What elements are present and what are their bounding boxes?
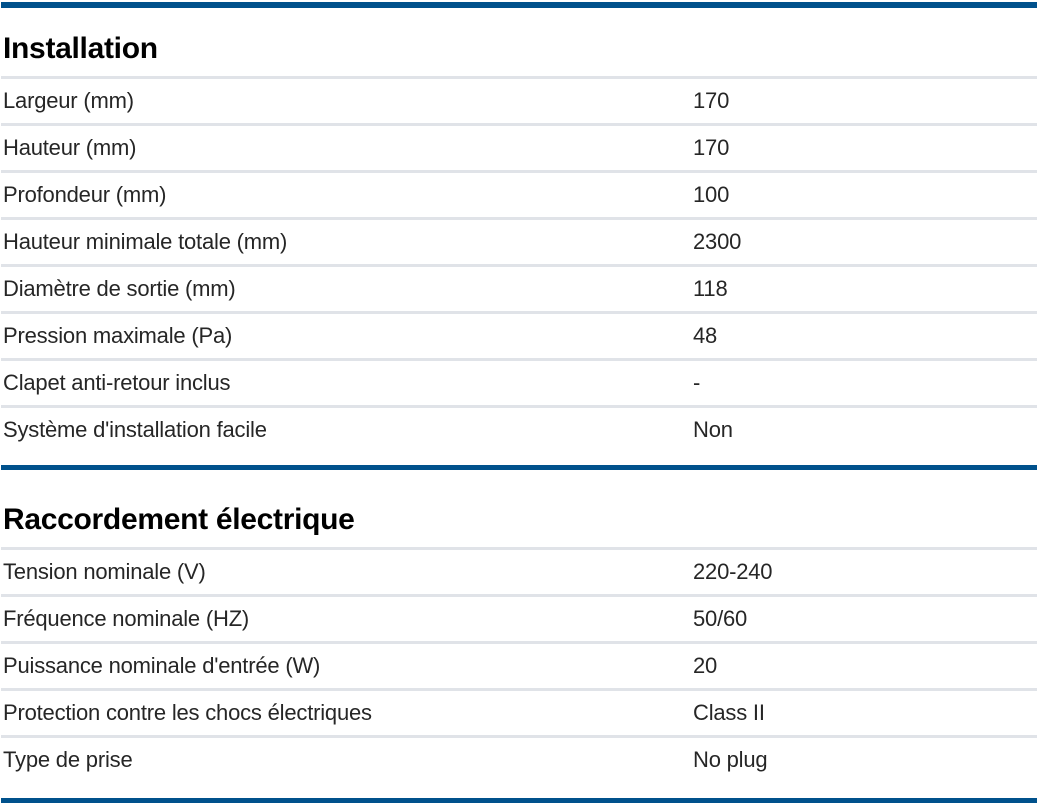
spec-value: No plug: [693, 747, 768, 772]
spec-value: 170: [693, 88, 730, 113]
spec-section: Raccordement électrique Tension nominale…: [1, 503, 1037, 803]
spec-value: 118: [693, 276, 728, 301]
table-row: Largeur (mm) 170: [1, 79, 1037, 126]
spec-value: 48: [693, 323, 718, 348]
table-row: Système d'installation facile Non: [1, 408, 1037, 465]
section-title: Raccordement électrique: [3, 503, 355, 536]
spec-value: 20: [693, 653, 718, 678]
table-row: Hauteur (mm) 170: [1, 126, 1037, 173]
spec-value: Non: [693, 417, 733, 442]
table-row: Profondeur (mm) 100: [1, 173, 1037, 220]
spec-label: Clapet anti-retour inclus: [3, 370, 231, 395]
table-row: Tension nominale (V) 220-240: [1, 550, 1037, 597]
table-row: Pression maximale (Pa) 48: [1, 314, 1037, 361]
spec-label: Hauteur (mm): [3, 135, 137, 160]
spec-value: Class II: [693, 700, 765, 725]
table-row: Puissance nominale d'entrée (W) 20: [1, 644, 1037, 691]
spec-section: Installation Largeur (mm) 170 Hauteur (m…: [1, 32, 1037, 470]
spec-tables: Installation Largeur (mm) 170 Hauteur (m…: [1, 32, 1037, 803]
spec-label: Type de prise: [3, 747, 133, 772]
spec-label: Hauteur minimale totale (mm): [3, 229, 288, 254]
spec-value: 50/60: [693, 606, 748, 631]
spec-label: Pression maximale (Pa): [3, 323, 233, 348]
spec-label: Diamètre de sortie (mm): [3, 276, 236, 301]
section-rows: Tension nominale (V) 220-240 Fréquence n…: [1, 547, 1037, 798]
spec-label: Système d'installation facile: [3, 417, 267, 442]
top-accent-rule: [1, 2, 1037, 8]
section-end-rule: [1, 465, 1037, 470]
spec-value: 2300: [693, 229, 742, 254]
spec-label: Largeur (mm): [3, 88, 134, 113]
spec-label: Puissance nominale d'entrée (W): [3, 653, 321, 678]
spec-label: Protection contre les chocs électriques: [3, 700, 372, 725]
spec-label: Tension nominale (V): [3, 559, 206, 584]
spec-label: Profondeur (mm): [3, 182, 167, 207]
spec-label: Fréquence nominale (HZ): [3, 606, 250, 631]
table-row: Protection contre les chocs électriques …: [1, 691, 1037, 738]
table-row: Hauteur minimale totale (mm) 2300: [1, 220, 1037, 267]
section-rows: Largeur (mm) 170 Hauteur (mm) 170 Profon…: [1, 76, 1037, 465]
spec-value: -: [693, 370, 701, 395]
section-title: Installation: [3, 32, 158, 65]
table-row: Type de prise No plug: [1, 738, 1037, 798]
table-row: Clapet anti-retour inclus -: [1, 361, 1037, 408]
spec-value: 220-240: [693, 559, 773, 584]
spec-value: 100: [693, 182, 730, 207]
section-end-rule: [1, 798, 1037, 803]
table-row: Diamètre de sortie (mm) 118: [1, 267, 1037, 314]
spec-value: 170: [693, 135, 730, 160]
table-row: Fréquence nominale (HZ) 50/60: [1, 597, 1037, 644]
